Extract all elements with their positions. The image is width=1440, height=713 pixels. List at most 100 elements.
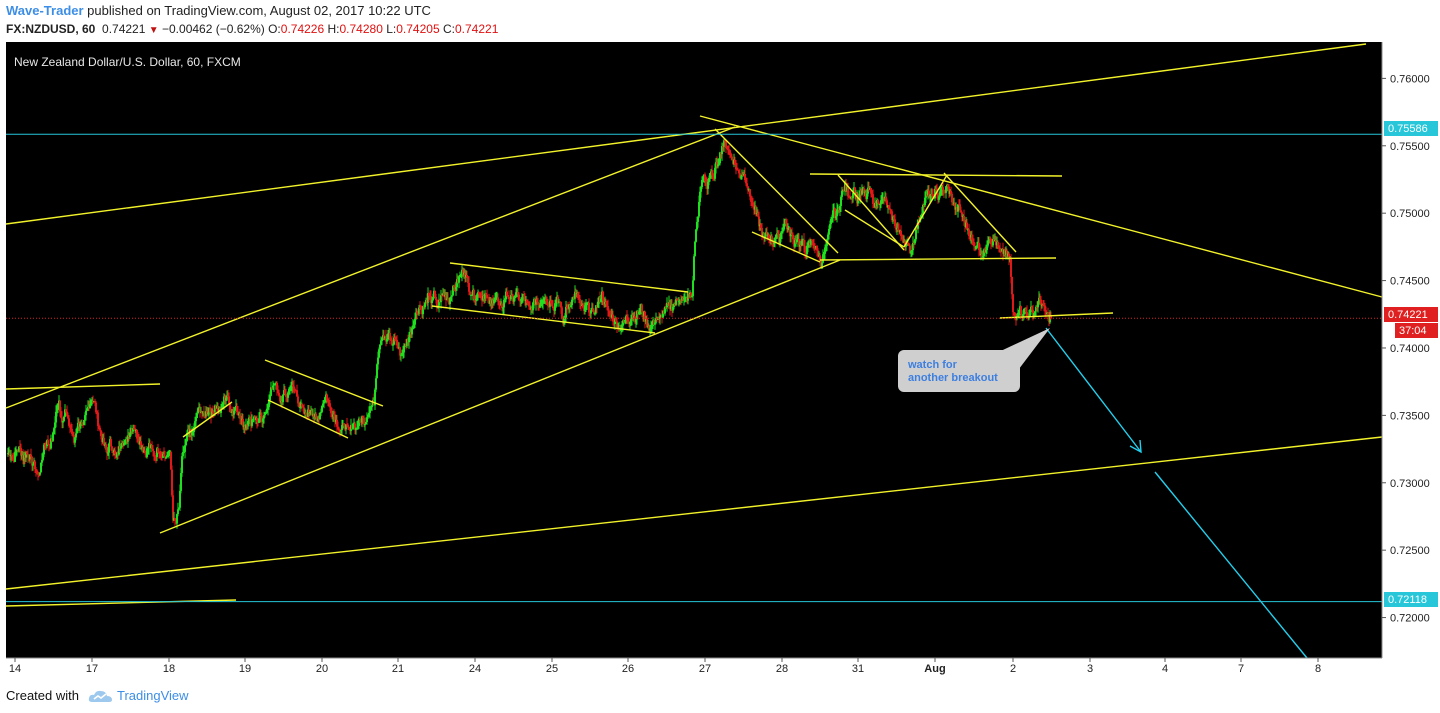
candle-body: [284, 390, 286, 394]
x-tick-label: 31: [852, 663, 864, 675]
candle-body: [392, 344, 394, 346]
candle-body: [287, 392, 289, 398]
candle-body: [529, 306, 531, 309]
candle-body: [911, 250, 913, 252]
price-axis-bg[interactable]: [1382, 42, 1440, 658]
candle-body: [718, 163, 720, 165]
candle-body: [711, 171, 713, 176]
candle-body: [592, 309, 594, 311]
candle-body: [653, 320, 655, 325]
candle-body: [649, 328, 651, 331]
trendline[interactable]: [819, 257, 1057, 261]
candle-body: [62, 420, 64, 423]
candle-body: [518, 294, 520, 301]
trendline[interactable]: [999, 312, 1114, 319]
candle-body: [574, 291, 576, 299]
plot-area[interactable]: [6, 42, 1382, 658]
candle-body: [929, 195, 931, 197]
candle-body: [180, 473, 182, 491]
candle-body: [676, 299, 678, 301]
candle-body: [1018, 311, 1020, 313]
candle-body: [881, 198, 883, 201]
price-chart[interactable]: New Zealand Dollar/U.S. Dollar, 60, FXCM…: [0, 42, 1440, 680]
trendline[interactable]: [714, 128, 839, 254]
trendline[interactable]: [264, 359, 384, 407]
tradingview-brand-link[interactable]: TradingView: [117, 688, 189, 703]
candle-body: [377, 357, 379, 365]
candle-body: [659, 316, 661, 319]
candle-body: [630, 319, 632, 322]
candle-body: [774, 238, 776, 243]
candle-body: [37, 472, 39, 475]
candle-body: [394, 337, 396, 340]
candle-body: [528, 303, 530, 307]
trendline[interactable]: [267, 399, 349, 439]
trendline[interactable]: [5, 599, 237, 607]
candle-body: [771, 236, 773, 244]
trendline[interactable]: [837, 174, 905, 251]
candle-body: [622, 320, 624, 326]
trendline[interactable]: [5, 436, 1383, 590]
candle-body: [785, 220, 787, 224]
candle-body: [789, 227, 791, 237]
candle-body: [744, 174, 746, 181]
trendline[interactable]: [809, 173, 1063, 177]
candle-body: [717, 164, 719, 167]
candle-body: [422, 306, 424, 315]
candle-body: [786, 223, 788, 230]
trendline[interactable]: [844, 209, 905, 248]
candle-body: [526, 299, 528, 303]
candle-body: [989, 237, 991, 239]
candle-body: [324, 397, 326, 402]
candle-body: [166, 455, 168, 458]
projection-line[interactable]: [1154, 471, 1308, 659]
trendline[interactable]: [449, 262, 689, 293]
candle-body: [25, 452, 27, 458]
candle-body: [959, 204, 961, 211]
candle-body: [467, 277, 469, 283]
candle-body: [129, 432, 131, 437]
y-tick-label: 0.76000: [1390, 73, 1430, 85]
candle-body: [424, 303, 426, 308]
candle-body: [988, 237, 990, 242]
candle-body: [381, 339, 383, 341]
trendline[interactable]: [943, 172, 1017, 253]
x-tick-label: 25: [546, 663, 558, 675]
candle-body: [436, 300, 438, 309]
last-price-value: 0.74221: [1388, 309, 1428, 321]
candle-body: [431, 300, 433, 303]
trendline[interactable]: [159, 259, 841, 534]
annotation-callout[interactable]: watch for another breakout: [898, 328, 1050, 392]
projection-line[interactable]: [1045, 327, 1142, 453]
candle-body: [272, 385, 274, 388]
candle-body: [893, 216, 895, 220]
candle-body: [19, 446, 21, 448]
trendline[interactable]: [5, 383, 161, 390]
trendline[interactable]: [699, 115, 1383, 298]
candle-body: [378, 349, 380, 358]
candle-body: [950, 190, 952, 194]
trendline[interactable]: [182, 401, 233, 438]
trendline[interactable]: [5, 126, 736, 409]
candle-body: [730, 153, 732, 157]
candle-body: [213, 411, 215, 413]
candle-body: [982, 256, 984, 258]
candle-body: [440, 295, 442, 303]
y-tick-label: 0.74500: [1390, 276, 1430, 288]
candle-body: [400, 354, 402, 356]
created-with-label: Created with: [6, 688, 79, 703]
candle-body: [651, 326, 653, 328]
candle-body: [486, 294, 488, 297]
candle-body: [172, 495, 174, 521]
candle-body: [277, 389, 279, 393]
candle-body: [910, 251, 912, 254]
candle-body: [614, 319, 616, 324]
trendline[interactable]: [751, 231, 821, 263]
candle-body: [876, 199, 878, 207]
candle-body: [406, 339, 408, 346]
trendline[interactable]: [903, 174, 948, 248]
candle-body: [100, 430, 102, 437]
author-link[interactable]: Wave-Trader: [6, 3, 84, 18]
trendline[interactable]: [431, 305, 656, 334]
candle-body: [724, 140, 726, 142]
